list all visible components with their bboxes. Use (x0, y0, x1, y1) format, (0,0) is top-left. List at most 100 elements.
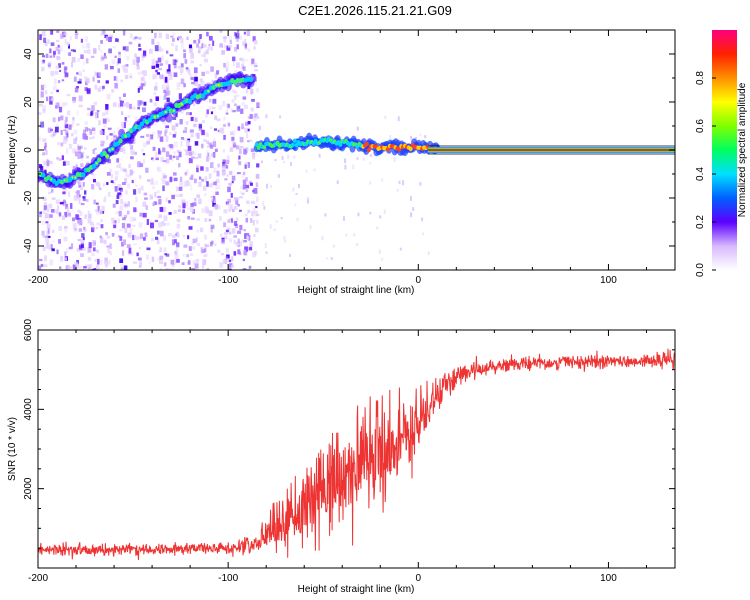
spectrogram-cell (130, 150, 135, 155)
spectrogram-cell (60, 255, 64, 262)
spectrogram-cell (84, 147, 87, 150)
spectrogram-cell (275, 220, 278, 223)
spectrogram-cell (116, 60, 119, 66)
spectrogram-cell (173, 151, 176, 155)
spectrogram-cell (122, 30, 126, 36)
spectrogram-cell (171, 194, 175, 200)
spectrogram-cell (161, 84, 166, 90)
spectrogram-cell (242, 258, 245, 262)
spectrogram-cell (245, 121, 249, 126)
spectrogram-cell (38, 112, 42, 115)
spectrogram-cell (129, 169, 133, 176)
spectrogram-cell (120, 263, 123, 268)
spectrogram-cell (48, 64, 51, 69)
spectrogram-cell (144, 234, 149, 239)
ridge-cell (97, 157, 102, 163)
spectrogram-cell (254, 69, 259, 72)
spectrogram-cell (118, 51, 121, 55)
band-cell (408, 146, 413, 152)
spectrogram-cell (68, 43, 71, 49)
spectrogram-cell (131, 179, 134, 184)
spectrogram-cell (185, 169, 189, 173)
spectrogram-cell (116, 127, 120, 133)
spectrogram-cell (80, 240, 84, 243)
spectrogram-cell (109, 251, 112, 256)
snr-x-label: Height of straight line (km) (298, 584, 415, 595)
spectrogram-cell (247, 120, 251, 125)
spectrogram-cell (183, 244, 188, 248)
spectrogram-cell (100, 219, 103, 223)
spectrogram-cell (178, 186, 183, 191)
spectrogram-cell (214, 199, 217, 203)
spectrogram-cell (159, 260, 163, 264)
band-cell (292, 138, 297, 143)
spectrogram-cell (42, 196, 46, 201)
spectrogram-cell (206, 140, 209, 145)
spectrogram-cell (105, 232, 108, 236)
spectrogram-cell (198, 83, 201, 88)
spectrogram-cell (246, 232, 250, 238)
spectrogram-cell (241, 239, 244, 244)
spectrogram-cell (44, 235, 49, 239)
spectrogram-cell (187, 145, 192, 151)
spectrogram-cell (70, 49, 75, 52)
spectrogram-cell (166, 69, 171, 74)
spectrogram-cell (206, 109, 210, 115)
spectrogram-cell (378, 141, 381, 145)
ridge-cell (248, 76, 254, 83)
spectrogram-cell (53, 52, 56, 58)
spectrogram-cell (241, 65, 245, 69)
spectrogram-cell (201, 43, 204, 49)
spectrogram-cell (227, 45, 232, 48)
spectrogram-cell (233, 239, 236, 245)
spectrogram-cell (78, 245, 82, 249)
spectrogram-cell (154, 73, 158, 79)
snr-y-axis: 2000 4000 6000 (23, 318, 675, 549)
spectrogram-cell (225, 112, 229, 115)
spectrogram-cell (79, 145, 83, 149)
spectrogram-cell (145, 205, 148, 210)
spectrogram-cell (232, 208, 235, 213)
spectrogram-cell (164, 129, 168, 134)
spectrogram-cell (204, 234, 207, 240)
spectrogram-cell (68, 172, 71, 176)
ridge-cell (136, 124, 142, 130)
spectrogram-cell (210, 224, 215, 229)
spectrogram-cell (247, 235, 251, 241)
spectrogram-cell (99, 130, 104, 135)
spectrogram-cell (184, 59, 188, 64)
spectrogram-cell (224, 44, 227, 49)
spectrogram-cell (389, 134, 392, 139)
spectrogram-cell (154, 236, 159, 240)
spectrogram-cell (100, 40, 103, 44)
spectrogram-cell (240, 186, 243, 190)
spectrogram-cell (253, 62, 257, 68)
spectrogram-cell (210, 227, 213, 233)
spectrogram-cell (74, 151, 79, 157)
spectrogram-cell (162, 119, 166, 125)
spectrogram-y-label: Frequency (Hz) (7, 116, 18, 185)
spectrogram-y-axis: -40 -20 0 20 40 (23, 29, 675, 271)
spectrogram-cell (178, 81, 182, 87)
spectrogram-cell (200, 78, 203, 83)
spectrogram-cell (77, 265, 82, 269)
spectrogram-cell (136, 60, 139, 67)
spectrogram-cell (106, 172, 111, 176)
spectrogram-cell (180, 136, 185, 140)
spectrogram-cell (83, 226, 86, 231)
spectrogram-cell (122, 182, 126, 186)
spectrogram-cell (240, 108, 244, 114)
spectrogram-cell (111, 232, 115, 237)
spectrogram-cell (253, 46, 256, 50)
spectrogram-cell (155, 157, 159, 161)
spectrogram-cell (172, 125, 177, 130)
spectrogram-cell (176, 242, 180, 248)
spectrogram-cell (100, 268, 104, 270)
spectrogram-cell (180, 110, 184, 114)
spectrogram-cell (212, 181, 216, 186)
spectrogram-cell (142, 159, 146, 164)
spectrogram-cell (46, 96, 49, 102)
spectrogram-cell (125, 119, 129, 123)
spectrogram-cell (187, 207, 191, 210)
